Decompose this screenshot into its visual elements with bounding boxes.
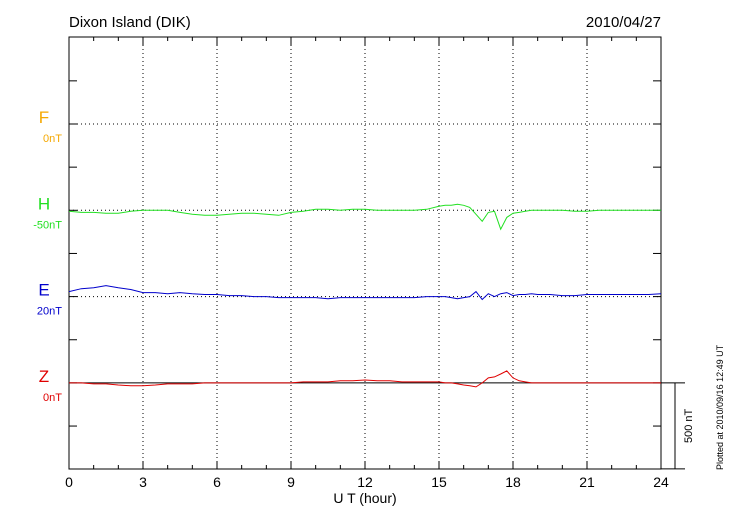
x-tick-label: 21: [579, 474, 595, 490]
x-tick-label: 18: [505, 474, 521, 490]
x-tick-label: 12: [357, 474, 373, 490]
series-line: [69, 370, 661, 388]
footnote: Plotted at 2010/09/16 12:49 UT: [715, 344, 725, 470]
series-line: [68, 203, 661, 231]
series-name: E: [38, 281, 49, 300]
baseline-label: -50nT: [33, 219, 62, 231]
scale-bar-label: 500 nT: [683, 408, 695, 443]
series-name: Z: [39, 367, 49, 386]
x-tick-label: 24: [653, 474, 669, 490]
series-name: F: [39, 108, 49, 127]
baseline-label: 0nT: [43, 133, 62, 145]
chart-title: Dixon Island (DIK): [69, 14, 191, 31]
x-tick-label: 0: [65, 474, 73, 490]
chart-date: 2010/04/27: [586, 14, 661, 31]
x-tick-label: 6: [213, 474, 221, 490]
x-tick-label: 3: [139, 474, 147, 490]
series-name: H: [38, 194, 50, 213]
series-line: [68, 285, 662, 301]
x-tick-label: 15: [431, 474, 447, 490]
x-tick-label: 9: [287, 474, 295, 490]
x-axis-label: U T (hour): [333, 490, 396, 506]
baseline-label: 0nT: [43, 392, 62, 404]
baseline-label: 20nT: [37, 306, 62, 318]
